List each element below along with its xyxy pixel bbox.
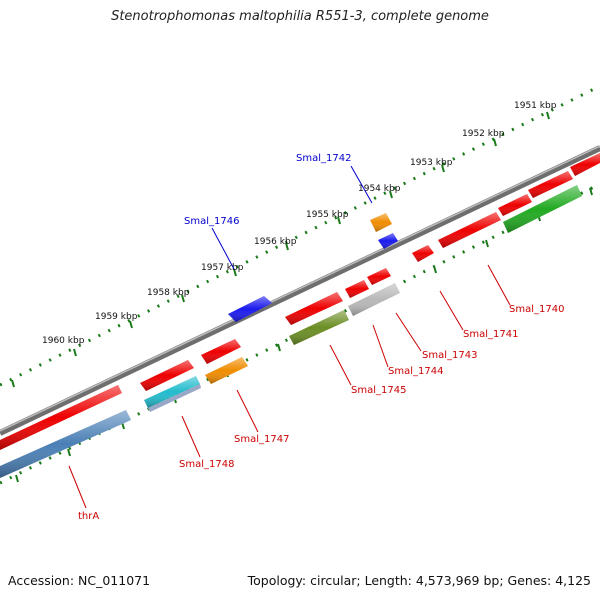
accession-text: Accession: NC_011071 xyxy=(8,573,151,588)
scale-label-1955: 1955 kbp xyxy=(306,210,349,220)
scale-label-1956: 1956 kbp xyxy=(254,237,297,247)
label-connectors xyxy=(68,165,511,509)
gene-label-smal-1748[interactable]: Smal_1748 xyxy=(179,459,234,470)
outer-major-ticks xyxy=(11,111,550,388)
scale-label-1951: 1951 kbp xyxy=(514,101,557,111)
gene-label-thrA[interactable]: thrA xyxy=(78,511,99,522)
outer-features xyxy=(228,213,398,322)
feature-cyan-gray xyxy=(148,384,201,412)
outer-scale-track xyxy=(0,84,600,387)
gene-label-smal-1747[interactable]: Smal_1747 xyxy=(234,434,289,445)
scale-label-1958: 1958 kbp xyxy=(147,288,190,298)
gene-label-smal-1744[interactable]: Smal_1744 xyxy=(388,366,443,377)
scale-label-1957: 1957 kbp xyxy=(201,263,244,273)
gene-label-smal-1745[interactable]: Smal_1745 xyxy=(351,385,406,396)
genome-backbone xyxy=(0,145,600,436)
scale-label-1953: 1953 kbp xyxy=(410,158,453,168)
scale-label-1960: 1960 kbp xyxy=(42,336,85,346)
gene-label-smal-1746[interactable]: Smal_1746 xyxy=(184,216,239,227)
scale-label-1954: 1954 kbp xyxy=(358,184,401,194)
gene-label-smal-1740[interactable]: Smal_1740 xyxy=(509,304,564,315)
topology-text: Topology: circular; Length: 4,573,969 bp… xyxy=(247,573,591,588)
gene-label-smal-1742[interactable]: Smal_1742 xyxy=(296,153,351,164)
forward-strand-features xyxy=(0,153,600,450)
reverse-strand-features xyxy=(0,185,582,478)
map-title: Stenotrophomonas maltophilia R551-3, com… xyxy=(111,9,489,24)
scale-label-1952: 1952 kbp xyxy=(462,129,505,139)
scale-label-1959: 1959 kbp xyxy=(95,312,138,322)
gene-label-smal-1741[interactable]: Smal_1741 xyxy=(463,329,518,340)
gene-label-smal-1743[interactable]: Smal_1743 xyxy=(422,350,477,361)
